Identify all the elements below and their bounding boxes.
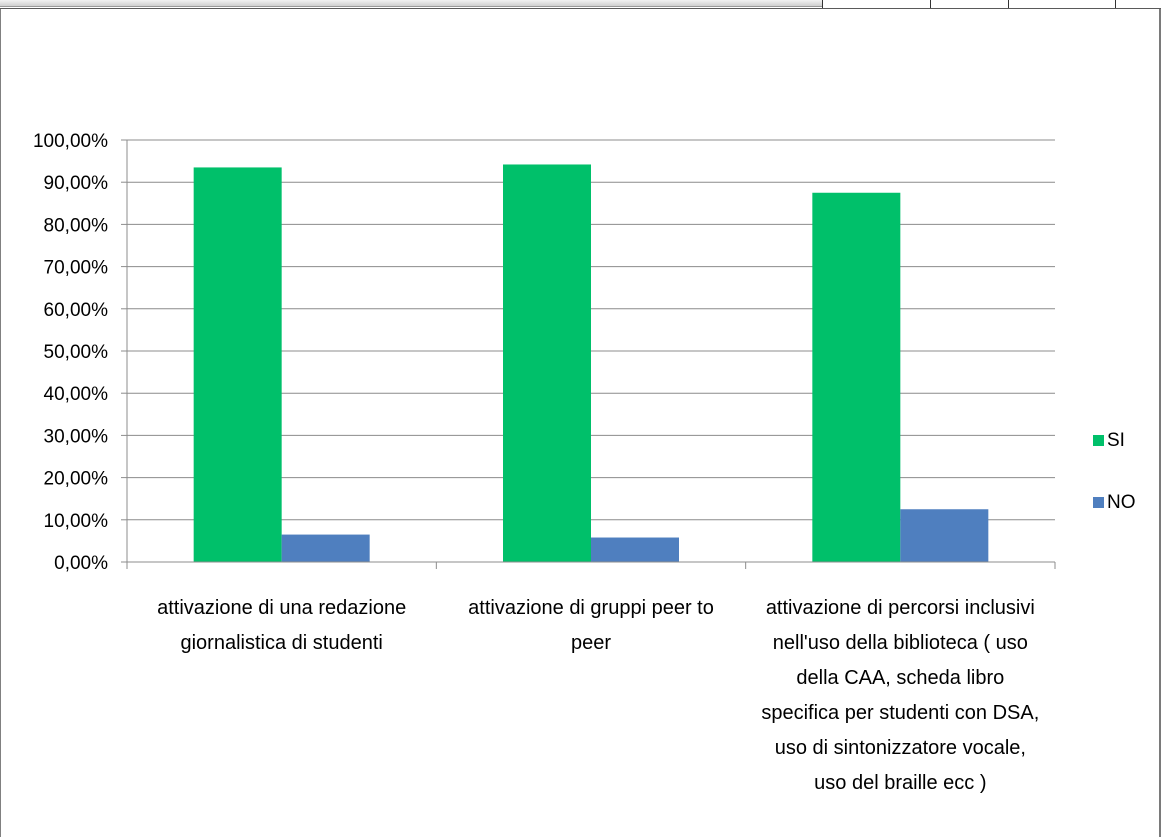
y-tick-label: 10,00% bbox=[44, 511, 109, 532]
category-label: della CAA, scheda libro bbox=[796, 667, 1004, 689]
y-tick-label: 100,00% bbox=[33, 131, 108, 152]
bar-no bbox=[591, 537, 679, 562]
bars bbox=[193, 164, 989, 562]
legend: SI NO bbox=[1093, 430, 1136, 513]
spreadsheet-row-edge bbox=[0, 0, 1161, 9]
y-tick-label: 0,00% bbox=[54, 553, 108, 574]
y-tick-label: 20,00% bbox=[44, 469, 109, 490]
category-label: uso del braille ecc ) bbox=[814, 772, 986, 794]
y-tick-label: 90,00% bbox=[44, 173, 109, 194]
legend-label-no: NO bbox=[1107, 492, 1136, 513]
y-tick-label: 60,00% bbox=[44, 300, 109, 321]
category-label: specifica per studenti con DSA, bbox=[761, 702, 1039, 724]
bar-no bbox=[281, 534, 370, 562]
category-label: attivazione di una redazione bbox=[157, 597, 406, 619]
cell-divider bbox=[930, 0, 931, 8]
bar-si bbox=[812, 192, 901, 562]
row-shade bbox=[0, 0, 822, 7]
bar-si bbox=[193, 167, 282, 562]
category-label: attivazione di gruppi peer to bbox=[468, 597, 714, 619]
axes bbox=[126, 140, 1056, 569]
category-label: peer bbox=[571, 632, 611, 654]
y-tick-label: 30,00% bbox=[44, 426, 109, 447]
y-tick-label: 70,00% bbox=[44, 258, 109, 279]
chart-area[interactable] bbox=[0, 9, 1161, 837]
y-axis-ticks: 0,00% 10,00% 20,00% 30,00% 40,00% 50,00% 60,00… bbox=[33, 131, 127, 574]
cell-divider bbox=[822, 0, 823, 8]
category-label: attivazione di percorsi inclusivi bbox=[766, 597, 1035, 619]
y-tick-label: 50,00% bbox=[44, 342, 109, 363]
category-labels: attivazione di una redazione giornalistic… bbox=[157, 597, 1039, 794]
category-label: nell'uso della biblioteca ( uso bbox=[773, 632, 1028, 654]
legend-swatch-no bbox=[1093, 497, 1104, 508]
cell-divider bbox=[1008, 0, 1009, 8]
bar-si bbox=[503, 164, 591, 562]
y-tick-label: 80,00% bbox=[44, 215, 109, 236]
category-label: giornalistica di studenti bbox=[180, 632, 382, 654]
y-tick-label: 40,00% bbox=[44, 384, 109, 405]
bar-no bbox=[900, 509, 989, 562]
legend-swatch-si bbox=[1093, 435, 1104, 446]
category-label: uso di sintonizzatore vocale, bbox=[775, 737, 1026, 759]
cell-divider bbox=[1115, 0, 1116, 8]
legend-label-si: SI bbox=[1107, 430, 1125, 451]
